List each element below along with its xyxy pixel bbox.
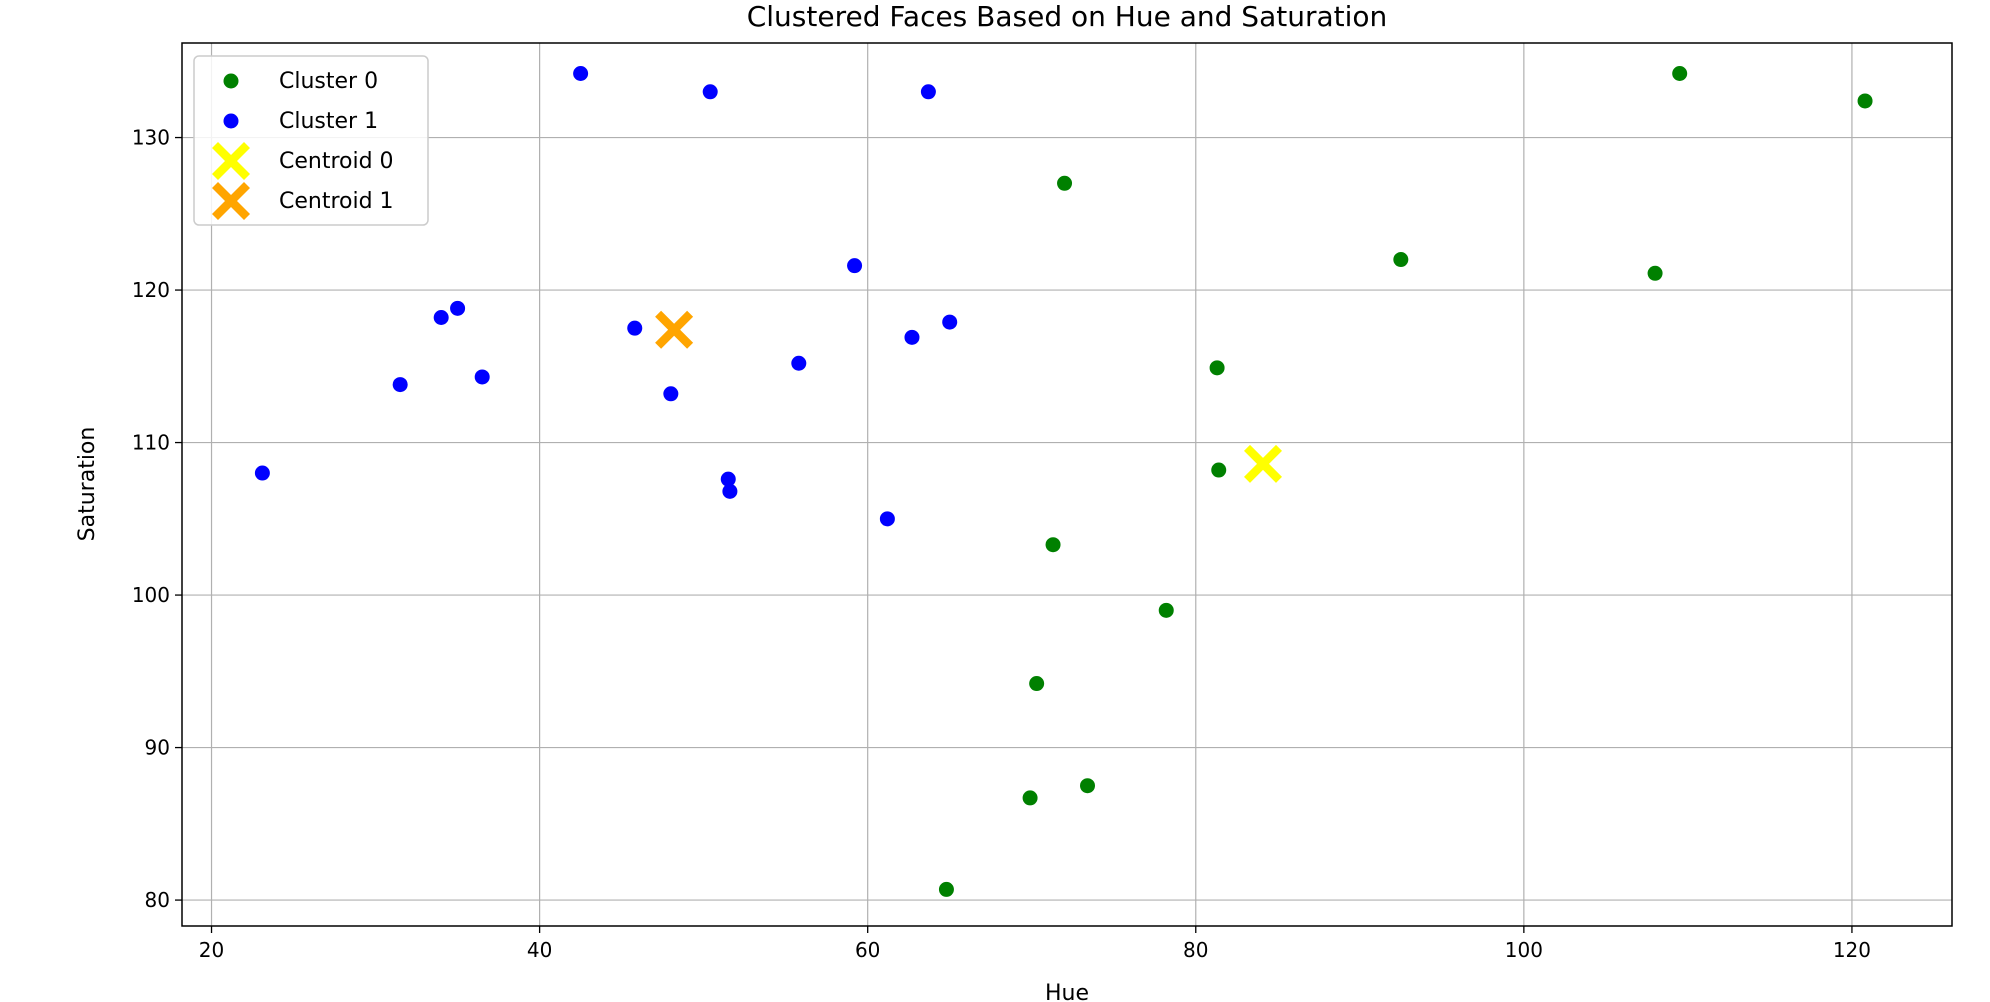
cluster-0-point [1057,175,1073,191]
cluster-0-point [1647,265,1663,281]
cluster-1-point [254,465,270,481]
cluster-0-point [1393,252,1409,268]
cluster-1-point [942,314,958,330]
x-axis-label: Hue [1045,981,1089,1002]
cluster-1-point [879,511,895,527]
cluster-1-point [920,84,936,100]
cluster-1-point [450,300,466,316]
x-tick-label: 60 [855,938,880,962]
cluster-0-point [1857,93,1873,109]
legend-centroid-0-marker [212,142,250,180]
cluster-1-point [904,329,920,345]
cluster-1-point [720,471,736,487]
cluster-1-point [627,320,643,336]
y-tick-label: 90 [145,736,170,760]
cluster-1-point [573,66,589,82]
legend-cluster-0-label: Cluster 0 [279,69,378,94]
y-tick-label: 100 [132,583,170,607]
cluster-1-point [663,386,679,402]
y-tick-label: 110 [132,431,170,455]
centroid-1-marker [655,310,694,349]
legend-box [193,55,429,226]
cluster-0-point [1045,537,1061,553]
cluster-1-point [474,369,490,385]
legend-cluster-1-marker [223,113,239,129]
cluster-0-point [1158,602,1174,618]
cluster-1-point [722,483,738,499]
x-tick-label: 40 [527,938,552,962]
legend-cluster-0-marker [223,73,239,89]
plot-area-frame [181,42,1953,927]
cluster-0-point [1211,462,1227,478]
cluster-0-point [938,881,954,897]
grid [182,43,1952,926]
cluster-1-point [791,355,807,371]
x-tick-label: 100 [1505,938,1543,962]
cluster-0-point [1672,66,1688,82]
legend-cluster-1-label: Cluster 1 [279,109,378,134]
data-points [254,66,1873,897]
cluster-0-point [1022,790,1038,806]
legend-centroid-0-label: Centroid 0 [279,149,394,174]
cluster-0-point [1029,676,1045,692]
x-tick-label: 20 [199,938,224,962]
legend-centroid-1-marker [212,182,250,220]
y-tick-label: 130 [132,126,170,150]
y-axis-label: Saturation [75,427,100,542]
y-tick-label: 120 [132,278,170,302]
cluster-1-point [392,377,408,393]
cluster-1-point [433,310,449,326]
cluster-1-point [847,258,863,274]
cluster-1-point [702,84,718,100]
x-tick-label: 120 [1833,938,1871,962]
cluster-0-point [1080,778,1096,794]
x-tick-label: 80 [1183,938,1208,962]
centroid-0-marker [1244,444,1282,483]
axis-ticks: 20 40 60 80 100 120 80 90 100 110 120 130 [132,126,1871,962]
cluster-0-point [1209,360,1225,376]
legend-centroid-1-label: Centroid 1 [279,189,394,214]
legend: Cluster 0 Cluster 1 Centroid 0 Centroid 1 [193,55,429,226]
chart-title: Clustered Faces Based on Hue and Saturat… [747,0,1388,33]
y-tick-label: 80 [145,888,170,912]
